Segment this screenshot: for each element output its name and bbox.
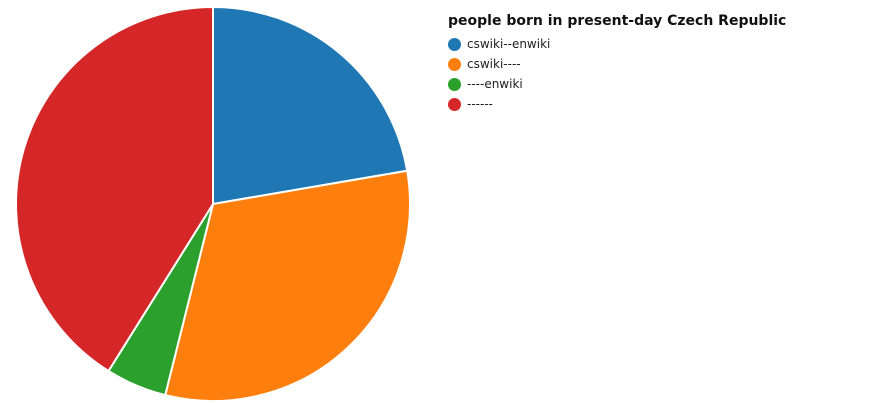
legend: people born in present-day Czech Republi… — [448, 13, 786, 114]
legend-item: ----enwiki — [448, 74, 786, 94]
legend-label: ------ — [467, 97, 493, 111]
pie-slice-4 — [15, 5, 214, 373]
legend-item: ------ — [448, 94, 786, 114]
legend-item: cswiki--enwiki — [448, 34, 786, 54]
pie-chart — [15, 5, 411, 402]
pie-slice-1 — [212, 5, 409, 206]
legend-swatch — [448, 77, 461, 91]
legend-label: cswiki---- — [467, 57, 521, 71]
legend-item: cswiki---- — [448, 54, 786, 74]
pie-slice-2 — [163, 169, 411, 402]
legend-swatch — [448, 37, 461, 51]
legend-swatch — [448, 97, 461, 111]
legend-label: cswiki--enwiki — [467, 37, 551, 51]
legend-label: ----enwiki — [467, 77, 523, 91]
legend-title: people born in present-day Czech Republi… — [448, 13, 787, 29]
legend-swatch — [448, 57, 461, 71]
